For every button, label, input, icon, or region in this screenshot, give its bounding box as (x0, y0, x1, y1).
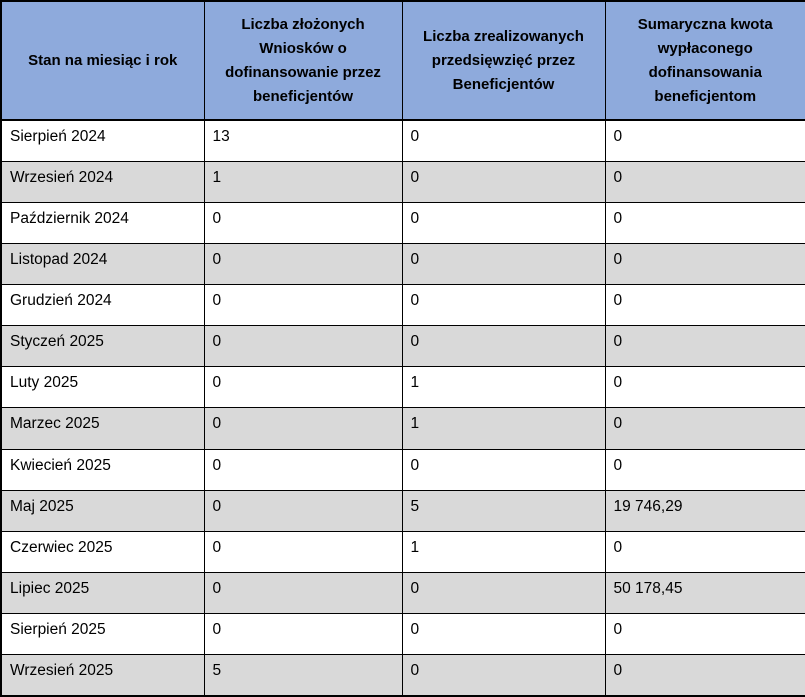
table-row: Wrzesień 2025 5 0 0 (0, 654, 805, 697)
amount-cell: 0 (604, 325, 805, 368)
completed-cell: 0 (401, 325, 606, 368)
month-cell: Maj 2025 (0, 489, 205, 532)
completed-cell: 0 (401, 654, 606, 697)
amount-cell: 0 (604, 448, 805, 491)
month-cell: Listopad 2024 (0, 242, 205, 286)
completed-cell: 0 (401, 242, 606, 286)
month-cell: Sierpień 2025 (0, 613, 205, 656)
table-row: Sierpień 2025 0 0 0 (0, 613, 805, 656)
table-row: Maj 2025 0 5 19 746,29 (0, 489, 805, 532)
table-row: Kwiecień 2025 0 0 0 (0, 448, 805, 491)
applications-cell: 0 (203, 325, 403, 368)
header-month: Stan na miesiąc i rok (0, 0, 205, 121)
applications-cell: 13 (203, 119, 403, 162)
table-row: Grudzień 2024 0 0 0 (0, 284, 805, 327)
amount-cell: 50 178,45 (604, 572, 805, 615)
table-row: Lipiec 2025 0 0 50 178,45 (0, 572, 805, 615)
month-cell: Październik 2024 (0, 201, 205, 244)
table-body: Sierpień 2024 13 0 0 Wrzesień 2024 1 0 0 Paździe… (0, 119, 805, 697)
completed-cell: 0 (401, 119, 606, 162)
completed-cell: 0 (401, 284, 606, 327)
amount-cell: 0 (604, 160, 805, 203)
table-row: Listopad 2024 0 0 0 (0, 242, 805, 286)
applications-cell: 0 (203, 448, 403, 491)
month-cell: Kwiecień 2025 (0, 448, 205, 491)
month-cell: Czerwiec 2025 (0, 530, 205, 574)
applications-cell: 0 (203, 284, 403, 327)
table-row: Luty 2025 0 1 0 (0, 366, 805, 409)
month-cell: Luty 2025 (0, 366, 205, 409)
completed-cell: 1 (401, 366, 606, 409)
applications-cell: 0 (203, 489, 403, 532)
header-applications: Liczba złożonych Wniosków o dofinansowan… (203, 0, 403, 121)
applications-cell: 0 (203, 242, 403, 286)
applications-cell: 0 (203, 530, 403, 574)
table-header: Stan na miesiąc i rok Liczba złożonych W… (0, 0, 805, 121)
applications-cell: 5 (203, 654, 403, 697)
applications-cell: 0 (203, 613, 403, 656)
table-row: Styczeń 2025 0 0 0 (0, 325, 805, 368)
month-cell: Lipiec 2025 (0, 572, 205, 615)
month-cell: Styczeń 2025 (0, 325, 205, 368)
applications-cell: 0 (203, 201, 403, 244)
month-cell: Marzec 2025 (0, 407, 205, 450)
completed-cell: 0 (401, 572, 606, 615)
amount-cell: 0 (604, 119, 805, 162)
completed-cell: 5 (401, 489, 606, 532)
header-amount: Sumaryczna kwota wypłaconego dofinansowa… (604, 0, 805, 121)
amount-cell: 0 (604, 284, 805, 327)
table-row: Wrzesień 2024 1 0 0 (0, 160, 805, 203)
completed-cell: 0 (401, 201, 606, 244)
amount-cell: 0 (604, 613, 805, 656)
table-row: Marzec 2025 0 1 0 (0, 407, 805, 450)
applications-cell: 0 (203, 572, 403, 615)
month-cell: Wrzesień 2025 (0, 654, 205, 697)
completed-cell: 1 (401, 530, 606, 574)
amount-cell: 0 (604, 201, 805, 244)
applications-cell: 1 (203, 160, 403, 203)
completed-cell: 0 (401, 448, 606, 491)
completed-cell: 0 (401, 160, 606, 203)
amount-cell: 0 (604, 242, 805, 286)
completed-cell: 0 (401, 613, 606, 656)
table-row: Czerwiec 2025 0 1 0 (0, 530, 805, 574)
applications-cell: 0 (203, 407, 403, 450)
table-row: Sierpień 2024 13 0 0 (0, 119, 805, 162)
table-row: Październik 2024 0 0 0 (0, 201, 805, 244)
applications-cell: 0 (203, 366, 403, 409)
amount-cell: 0 (604, 407, 805, 450)
amount-cell: 0 (604, 654, 805, 697)
amount-cell: 19 746,29 (604, 489, 805, 532)
amount-cell: 0 (604, 366, 805, 409)
amount-cell: 0 (604, 530, 805, 574)
month-cell: Wrzesień 2024 (0, 160, 205, 203)
month-cell: Sierpień 2024 (0, 119, 205, 162)
header-row: Stan na miesiąc i rok Liczba złożonych W… (0, 0, 805, 121)
month-cell: Grudzień 2024 (0, 284, 205, 327)
completed-cell: 1 (401, 407, 606, 450)
header-completed: Liczba zrealizowanych przedsięwzięć prze… (401, 0, 606, 121)
